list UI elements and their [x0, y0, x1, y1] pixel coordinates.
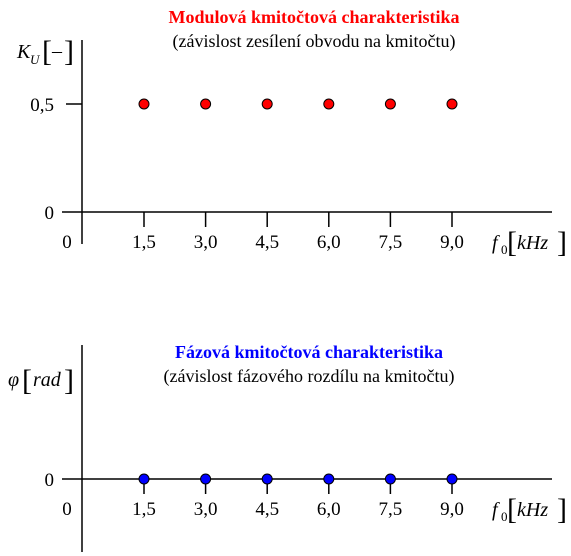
phase-y-label-symbol: φ	[8, 369, 19, 391]
magnitude-x-ticks: 1,5 3,0 4,5 6,0 7,5 9,0	[132, 212, 464, 253]
magnitude-chart: Modulová kmitočtová charakteristika (záv…	[16, 7, 567, 259]
magnitude-chart-subtitle: (závislost zesílení obvodu na kmitočtu)	[173, 31, 456, 52]
magnitude-x-tick-label: 4,5	[255, 232, 279, 253]
phase-x-label-symbol: f	[492, 499, 500, 521]
magnitude-chart-title: Modulová kmitočtová charakteristika	[169, 7, 460, 27]
phase-x-tick-label: 3,0	[194, 499, 218, 520]
phase-data-point	[385, 474, 395, 484]
phase-data-point	[201, 474, 211, 484]
phase-y-tick-label: 0	[45, 470, 55, 491]
magnitude-x-tick-label: 1,5	[132, 232, 156, 253]
phase-origin-label: 0	[62, 499, 72, 520]
phase-data-point	[324, 474, 334, 484]
phase-x-axis-label: f 0 [ kHz ]	[492, 493, 567, 526]
phase-y-label-bracket-left: [	[22, 364, 32, 397]
magnitude-y-label-subscript: U	[30, 52, 41, 67]
phase-chart: Fázová kmitočtová charakteristika (závis…	[8, 342, 567, 552]
magnitude-data-point	[201, 99, 211, 109]
magnitude-x-axis-label: f 0 [ kHz ]	[492, 226, 567, 259]
phase-x-tick-label: 4,5	[255, 499, 279, 520]
magnitude-x-tick-label: 9,0	[440, 232, 464, 253]
magnitude-data-point	[324, 99, 334, 109]
phase-chart-title: Fázová kmitočtová charakteristika	[175, 342, 443, 362]
magnitude-x-label-symbol: f	[492, 232, 500, 254]
magnitude-origin-label: 0	[62, 232, 72, 253]
magnitude-y-label-bracket-left: [	[42, 35, 52, 68]
magnitude-x-label-unit: kHz	[517, 232, 548, 254]
phase-chart-subtitle: (závislost fázového rozdílu na kmitočtu)	[164, 366, 455, 387]
phase-data-point	[139, 474, 149, 484]
phase-y-axis-label: φ [ rad ]	[8, 364, 74, 397]
magnitude-data-point	[447, 99, 457, 109]
magnitude-y-tick-label: 0,5	[30, 95, 54, 116]
phase-x-ticks: 1,5 3,0 4,5 6,0 7,5 9,0	[132, 479, 464, 520]
phase-x-tick-label: 9,0	[440, 499, 464, 520]
magnitude-points	[139, 99, 457, 109]
phase-x-label-unit: kHz	[517, 499, 548, 521]
magnitude-y-axis-label: K U [ – ]	[16, 35, 74, 68]
magnitude-y-tick-label: 0	[45, 203, 55, 224]
magnitude-data-point	[262, 99, 272, 109]
phase-y-label-bracket-right: ]	[64, 364, 74, 397]
phase-x-tick-label: 7,5	[379, 499, 403, 520]
magnitude-data-point	[385, 99, 395, 109]
phase-y-label-unit: rad	[33, 369, 62, 391]
magnitude-x-tick-label: 7,5	[379, 232, 403, 253]
phase-x-label-bracket-right: ]	[557, 493, 567, 526]
phase-x-label-bracket-left: [	[507, 493, 517, 526]
phase-x-tick-label: 6,0	[317, 499, 341, 520]
magnitude-x-label-bracket-left: [	[507, 226, 517, 259]
magnitude-x-tick-label: 6,0	[317, 232, 341, 253]
phase-x-tick-label: 1,5	[132, 499, 156, 520]
phase-data-point	[447, 474, 457, 484]
magnitude-y-label-unit: –	[51, 40, 63, 62]
magnitude-y-label-bracket-right: ]	[64, 35, 74, 68]
magnitude-x-tick-label: 3,0	[194, 232, 218, 253]
phase-data-point	[262, 474, 272, 484]
magnitude-data-point	[139, 99, 149, 109]
magnitude-x-label-bracket-right: ]	[557, 226, 567, 259]
